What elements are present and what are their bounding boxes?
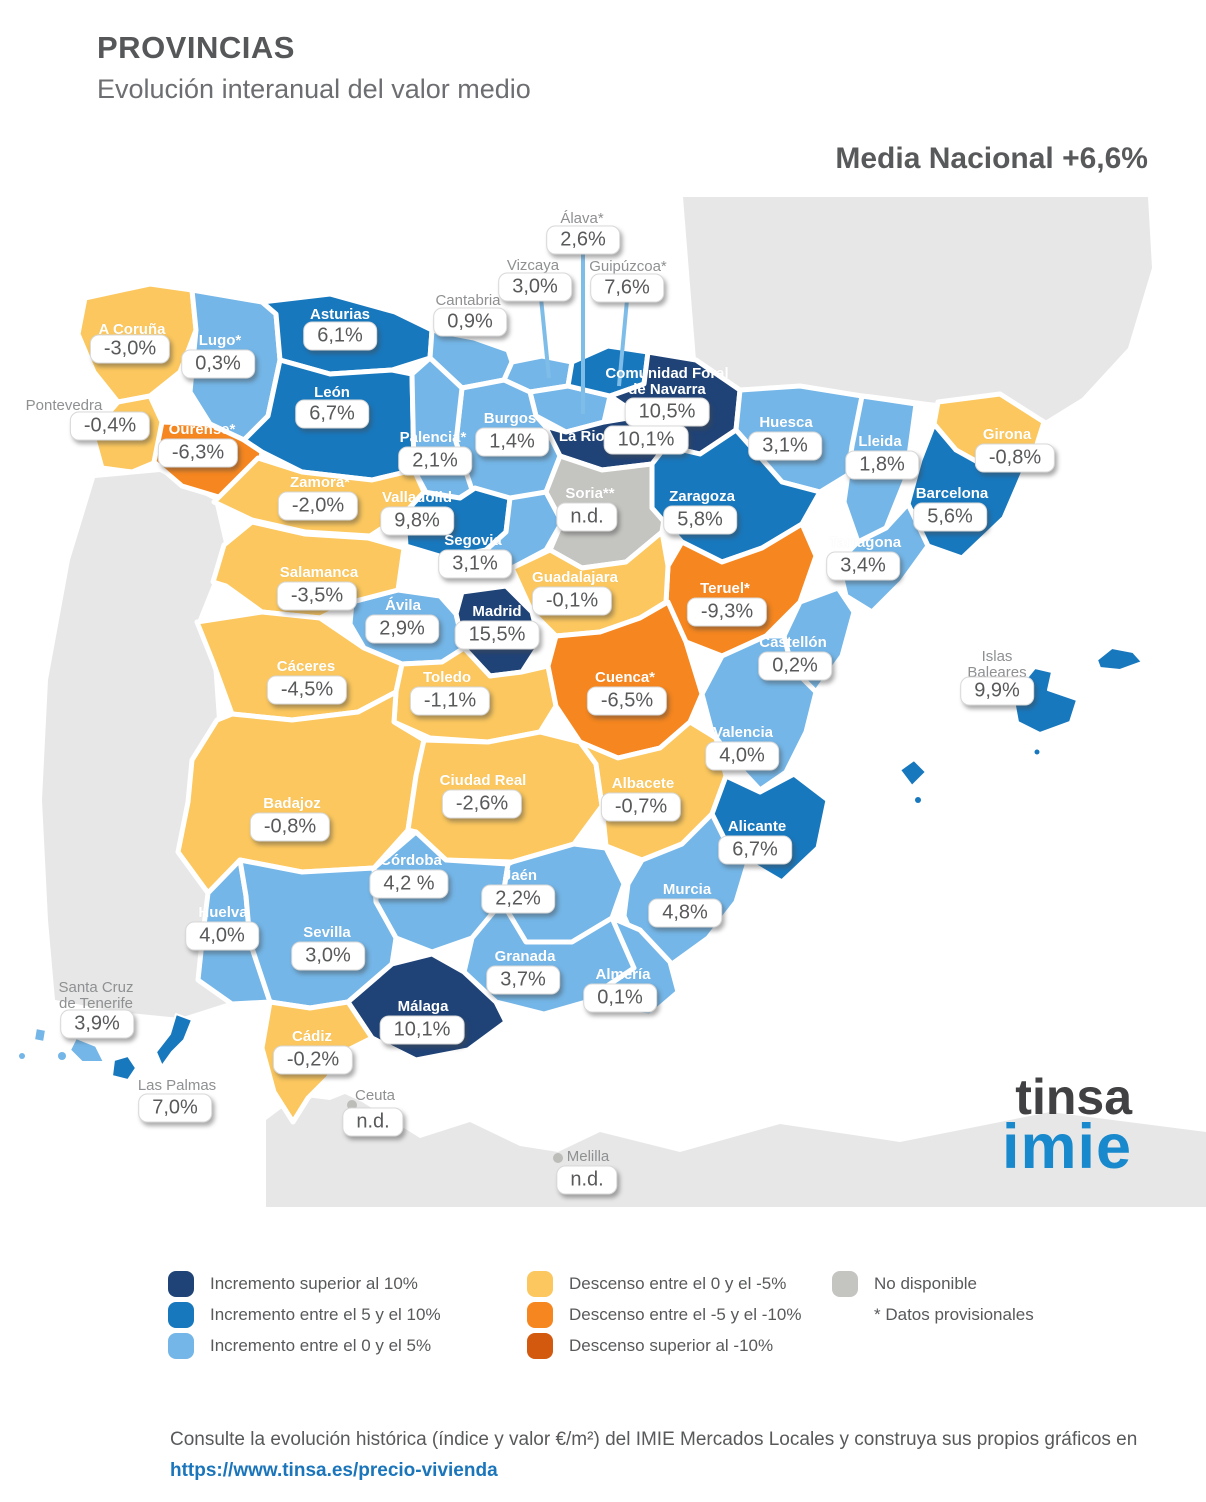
- province-toledo: [391, 645, 559, 745]
- legend-item: Descenso entre el 0 y el -5%: [527, 1268, 801, 1299]
- africa-landmass: [266, 1094, 1206, 1207]
- legend-swatch-icon: [168, 1301, 194, 1328]
- legend-label: Descenso entre el 0 y el -5%: [569, 1273, 787, 1293]
- legend-label: Incremento superior al 10%: [210, 1273, 418, 1293]
- france-landmass: [683, 197, 1152, 424]
- ibiza-island: [899, 759, 927, 787]
- melilla-dot: [553, 1153, 563, 1163]
- footer-text: Consulte la evolución histórica (índice …: [170, 1429, 1138, 1450]
- legend-column-2: Descenso entre el 0 y el -5% Descenso ent…: [527, 1268, 801, 1361]
- mallorca-island: [1012, 667, 1078, 734]
- page-subtitle: Evolución interanual del valor medio: [97, 74, 531, 104]
- logo-imie-text: imie: [1001, 1112, 1132, 1182]
- legend-label: Incremento entre el 5 y el 10%: [210, 1304, 441, 1324]
- legend-swatch-icon: [527, 1332, 553, 1359]
- legend-label: Descenso entre el -5 y el -10%: [569, 1304, 802, 1324]
- legend-label: Incremento entre el 0 y el 5%: [210, 1335, 432, 1355]
- legend-item: Incremento entre el 0 y el 5%: [168, 1330, 441, 1361]
- guipuzcoa-leader-line: [617, 299, 629, 387]
- tenerife-island: [69, 1037, 105, 1063]
- menorca-island: [1096, 647, 1143, 671]
- el-hierro-island: [19, 1053, 25, 1059]
- legend-swatch-icon: [168, 1332, 194, 1359]
- legend-swatch-icon: [527, 1301, 553, 1328]
- legend-label: Descenso superior al -10%: [569, 1335, 774, 1355]
- footer-note: Consulte la evolución histórica (índice …: [170, 1424, 1137, 1486]
- legend-label: No disponible: [874, 1273, 978, 1293]
- cabrera-island: [1034, 749, 1040, 755]
- legend-item: Descenso entre el -5 y el -10%: [527, 1299, 801, 1330]
- legend-item: Incremento superior al 10%: [168, 1268, 441, 1299]
- gran-canaria-island: [111, 1055, 137, 1081]
- legend-item: Incremento entre el 5 y el 10%: [168, 1299, 441, 1330]
- national-average: Media Nacional +6,6%: [835, 142, 1148, 175]
- tinsa-imie-logo: tinsa imie: [1002, 1072, 1132, 1179]
- legend-column-3: No disponible * Datos provisionales: [832, 1268, 1034, 1330]
- province-pontevedra: [89, 393, 165, 475]
- legend-column-1: Incremento superior al 10% Incremento ent…: [168, 1268, 441, 1361]
- page-title: PROVINCIAS: [97, 30, 295, 65]
- legend-label: * Datos provisionales: [874, 1304, 1034, 1324]
- legend-swatch-icon: [527, 1270, 553, 1297]
- la-palma-island: [33, 1027, 47, 1043]
- vizcaya-leader-line: [539, 297, 551, 379]
- legend-item: * Datos provisionales: [832, 1299, 1034, 1330]
- la-gomera-island: [58, 1052, 66, 1060]
- legend-swatch-icon: [832, 1270, 858, 1297]
- legend-swatch-icon: [168, 1270, 194, 1297]
- ceuta-dot: [347, 1100, 357, 1110]
- footer-link[interactable]: https://www.tinsa.es/precio-vivienda: [170, 1460, 498, 1481]
- province-coruna: [75, 281, 199, 405]
- legend-item: Descenso superior al -10%: [527, 1330, 801, 1361]
- portugal-landmass: [42, 472, 230, 1018]
- legend-item: No disponible: [832, 1268, 1034, 1299]
- logo-tinsa-text: tinsa: [1015, 1069, 1132, 1125]
- lanzarote-fuerteventura-island: [155, 1013, 193, 1067]
- formentera-island: [915, 797, 921, 803]
